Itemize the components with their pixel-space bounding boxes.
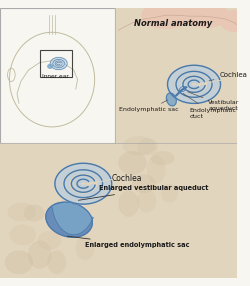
Ellipse shape <box>137 189 156 212</box>
Ellipse shape <box>46 202 92 237</box>
Bar <box>116 8 236 278</box>
Polygon shape <box>188 80 199 89</box>
Polygon shape <box>176 71 212 97</box>
Polygon shape <box>71 175 95 192</box>
Ellipse shape <box>137 138 158 155</box>
Polygon shape <box>52 202 93 235</box>
Text: Cochlea: Cochlea <box>209 72 248 81</box>
Ellipse shape <box>151 151 174 165</box>
Bar <box>0 8 116 143</box>
Text: Inner ear: Inner ear <box>42 74 68 79</box>
Polygon shape <box>53 59 64 68</box>
Ellipse shape <box>28 241 52 269</box>
Text: Cochlea: Cochlea <box>112 174 142 183</box>
Text: Endolymphatic
duct: Endolymphatic duct <box>183 94 236 119</box>
Bar <box>0 143 116 278</box>
Ellipse shape <box>47 251 66 274</box>
Text: Enlarged endolymphatic sac: Enlarged endolymphatic sac <box>67 236 190 248</box>
Ellipse shape <box>57 217 74 236</box>
Polygon shape <box>50 57 67 69</box>
Ellipse shape <box>38 231 61 250</box>
Ellipse shape <box>180 86 186 92</box>
Ellipse shape <box>166 93 176 106</box>
Bar <box>40 50 72 77</box>
Ellipse shape <box>8 202 36 222</box>
Ellipse shape <box>220 11 249 31</box>
Ellipse shape <box>118 190 139 217</box>
Ellipse shape <box>147 155 166 184</box>
Polygon shape <box>64 170 102 198</box>
Ellipse shape <box>142 2 189 29</box>
Ellipse shape <box>24 204 44 222</box>
Polygon shape <box>168 65 220 104</box>
Polygon shape <box>57 62 60 65</box>
Ellipse shape <box>5 251 33 274</box>
Ellipse shape <box>118 151 147 175</box>
Text: Vestibular
aqueduct: Vestibular aqueduct <box>188 92 240 111</box>
Polygon shape <box>55 163 112 204</box>
Ellipse shape <box>184 3 229 27</box>
Ellipse shape <box>122 136 156 155</box>
Bar <box>116 143 236 278</box>
Ellipse shape <box>48 64 52 68</box>
Polygon shape <box>183 76 205 92</box>
Ellipse shape <box>132 174 156 193</box>
Polygon shape <box>77 179 89 188</box>
Text: Enlarged vestibular aqueduct: Enlarged vestibular aqueduct <box>78 185 209 200</box>
Ellipse shape <box>10 225 36 245</box>
Ellipse shape <box>161 184 178 202</box>
Text: Normal anatomy: Normal anatomy <box>134 19 212 28</box>
Text: Endolymphatic sac: Endolymphatic sac <box>119 100 179 112</box>
Polygon shape <box>55 61 62 66</box>
Ellipse shape <box>76 236 95 260</box>
